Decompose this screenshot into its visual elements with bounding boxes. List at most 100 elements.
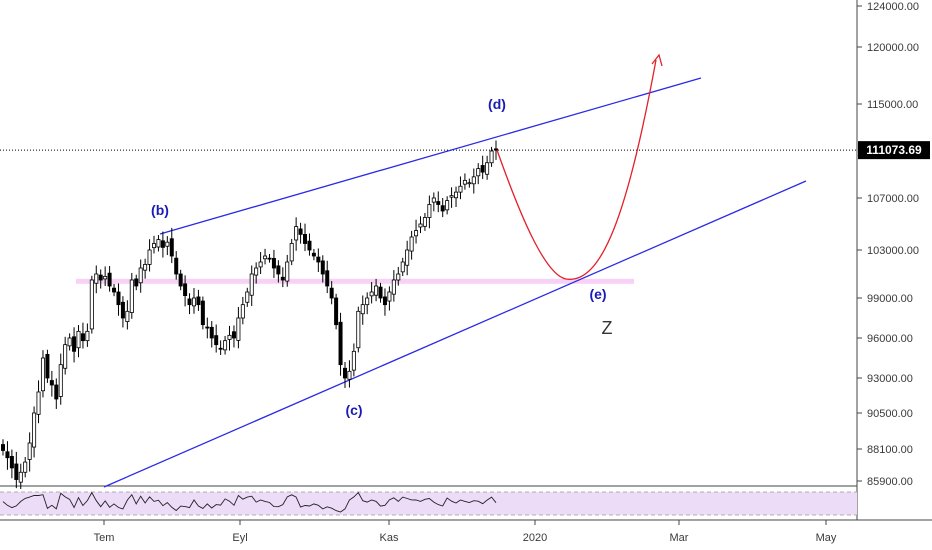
candle (152, 243, 157, 249)
y-tick-label: 103000.00 (867, 245, 919, 257)
candle (116, 291, 121, 306)
wave-label: (d) (488, 96, 506, 112)
candle (214, 335, 219, 346)
y-tick-label: 90500.00 (867, 408, 913, 420)
candle (365, 297, 370, 306)
candle (45, 353, 50, 379)
candle (249, 273, 254, 296)
y-tick-label: 115000.00 (867, 99, 918, 111)
x-tick-label: Kas (380, 532, 399, 544)
candle (449, 195, 454, 198)
y-tick-label: 96000.00 (867, 333, 913, 345)
wave-label: (b) (151, 202, 169, 218)
candle (63, 344, 68, 369)
candle (178, 273, 183, 287)
rsi-line (2, 491, 497, 513)
y-tick-label: 88100.00 (867, 444, 913, 456)
candle (298, 228, 303, 235)
candle (431, 197, 436, 203)
candle (129, 279, 134, 313)
candle (329, 287, 334, 299)
candle (174, 257, 179, 275)
candle (303, 233, 308, 244)
candle (134, 278, 139, 287)
candle (347, 370, 352, 380)
candle (422, 217, 427, 227)
candle (67, 337, 72, 347)
candle (254, 267, 259, 276)
y-tick-label: 99000.00 (867, 293, 913, 305)
candle (471, 176, 476, 185)
candle (454, 191, 459, 199)
candles-group (0, 140, 498, 489)
candle (276, 265, 281, 275)
candle (485, 162, 490, 175)
candle (231, 331, 236, 339)
candle (80, 333, 85, 342)
candle (187, 298, 192, 306)
candle (85, 330, 90, 342)
candle (307, 240, 312, 251)
candle (27, 442, 32, 460)
candle (98, 274, 103, 281)
candle (334, 297, 339, 326)
x-tick-label: 2020 (523, 532, 547, 544)
candle (5, 451, 10, 459)
candle (18, 471, 23, 483)
candle (183, 283, 188, 296)
candle (0, 444, 6, 451)
candle (32, 412, 37, 448)
candle (258, 261, 263, 268)
candle (89, 279, 94, 330)
candle (49, 380, 54, 386)
candle (374, 285, 379, 296)
x-tick-label: Eyl (232, 532, 247, 544)
candle (156, 239, 161, 248)
projection-arrowhead (651, 53, 663, 67)
candle (316, 256, 321, 263)
x-tick-label: Tem (94, 532, 115, 544)
candle (480, 165, 485, 173)
candle (36, 391, 41, 415)
candle (263, 255, 268, 260)
x-tick-label: Mar (670, 532, 689, 544)
x-tick-label: May (816, 532, 837, 544)
candle (165, 241, 170, 247)
candle (378, 286, 383, 299)
candle (271, 257, 276, 269)
upper-trendline (159, 77, 702, 235)
candle (240, 304, 245, 319)
lower-trendline (103, 180, 807, 488)
y-tick-label: 107000.00 (867, 193, 919, 205)
candle (342, 367, 347, 379)
candle (414, 230, 419, 237)
candle (200, 300, 205, 326)
candle (147, 249, 152, 265)
wave-label-z: Z (602, 318, 613, 338)
candle (338, 321, 343, 366)
candle (418, 223, 423, 228)
candle (58, 364, 63, 397)
candle (143, 263, 148, 271)
candle (325, 270, 330, 287)
candle (387, 291, 392, 302)
candle (467, 182, 472, 185)
candle (436, 201, 441, 205)
candle (476, 168, 481, 177)
candle (40, 357, 45, 392)
candle (223, 340, 228, 351)
candle (489, 150, 494, 164)
last-price-label: 111073.69 (866, 143, 922, 157)
candle (120, 301, 125, 319)
y-tick-label: 120000.00 (867, 42, 919, 54)
y-tick-label: 85900.00 (867, 476, 913, 488)
candle (462, 179, 467, 185)
candle (409, 236, 414, 252)
candle (107, 272, 112, 287)
candle (125, 310, 130, 323)
candle (191, 297, 196, 307)
candle (9, 456, 14, 469)
candle (427, 204, 432, 218)
